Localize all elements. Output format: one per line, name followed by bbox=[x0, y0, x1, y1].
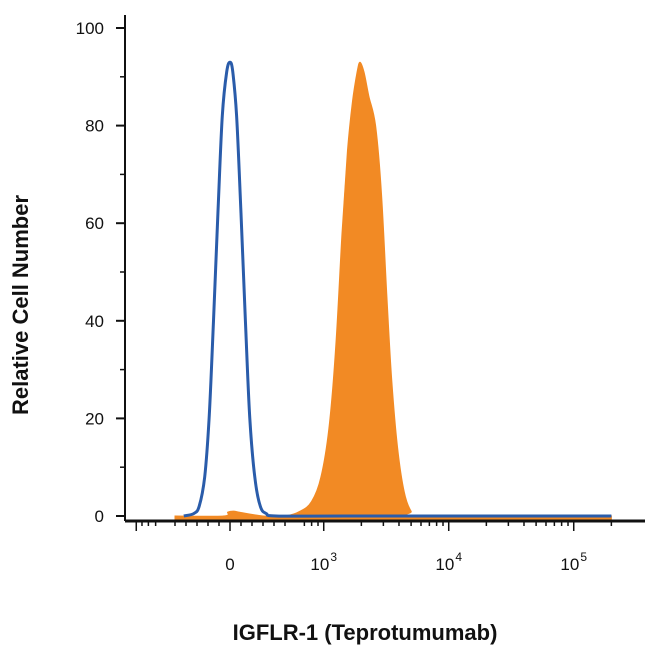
x-tick-labels: 0 103 104 105 bbox=[225, 550, 587, 574]
y-tick-label: 0 bbox=[95, 507, 104, 526]
outline-histogram bbox=[183, 60, 612, 518]
x-axis-ticks bbox=[135, 521, 613, 531]
series-layer bbox=[174, 60, 612, 521]
y-axis-title: Relative Cell Number bbox=[8, 195, 33, 416]
x-tick-label: 104 bbox=[435, 550, 462, 574]
x-tick-label: 0 bbox=[225, 555, 234, 574]
y-tick-label: 40 bbox=[85, 312, 104, 331]
x-tick-label: 103 bbox=[310, 550, 337, 574]
y-tick-labels: 0 20 40 60 80 100 bbox=[76, 19, 104, 526]
x-tick-label: 105 bbox=[560, 550, 587, 574]
y-axis-ticks bbox=[116, 27, 125, 517]
y-tick-label: 80 bbox=[85, 117, 104, 136]
filled-histogram bbox=[174, 61, 612, 521]
y-tick-label: 20 bbox=[85, 409, 104, 428]
y-tick-label: 60 bbox=[85, 214, 104, 233]
x-axis-title: IGFLR-1 (Teprotumumab) bbox=[233, 620, 498, 645]
y-tick-label: 100 bbox=[76, 19, 104, 38]
